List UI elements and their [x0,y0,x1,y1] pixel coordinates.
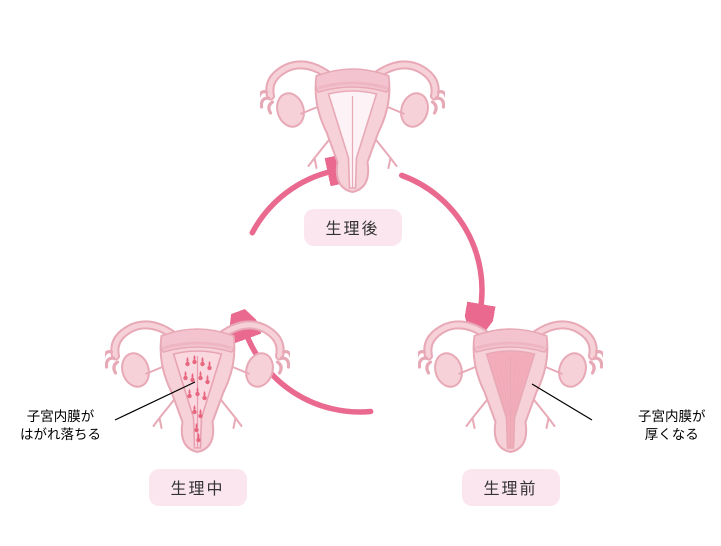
note-during: 子宮内膜がはがれ落ちる [20,408,101,444]
lead-during [0,0,721,546]
